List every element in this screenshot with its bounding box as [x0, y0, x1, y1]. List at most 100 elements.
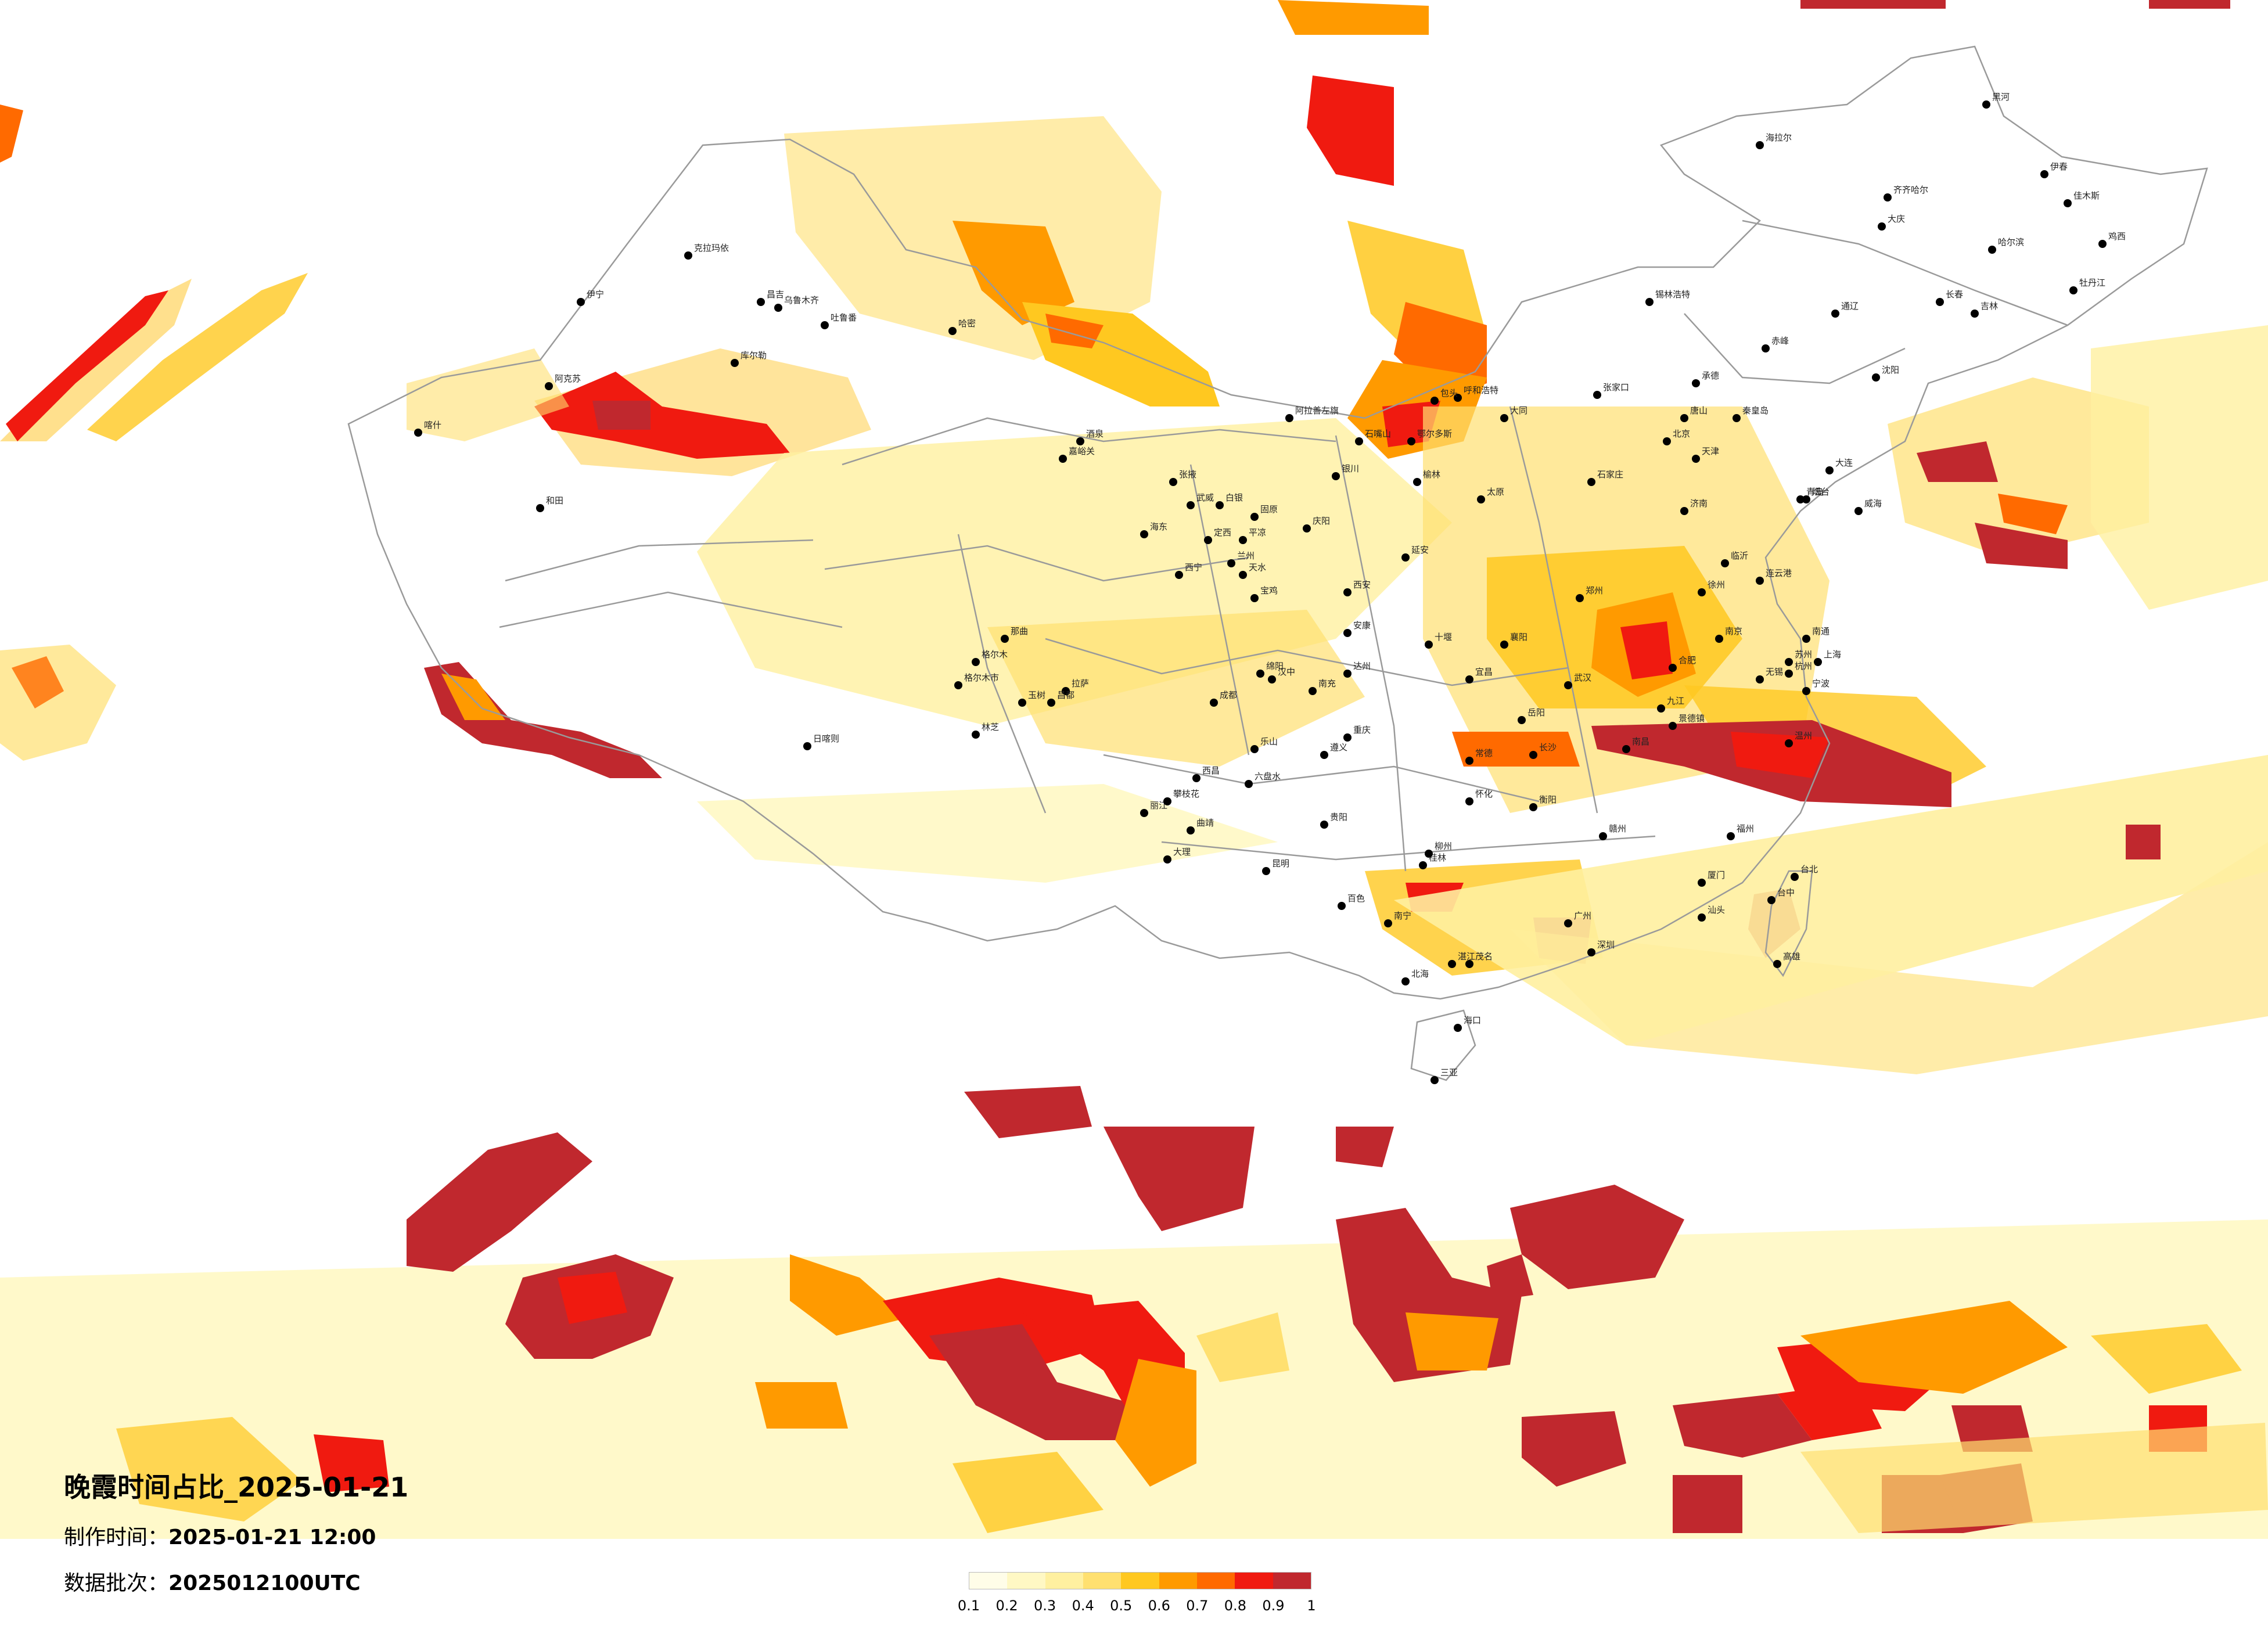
city-dot	[1802, 635, 1810, 643]
data-batch-value: 2025012100UTC	[168, 1571, 361, 1595]
city-dot	[1419, 861, 1427, 869]
taiwan-outline	[1764, 870, 1813, 977]
city-dot	[1791, 873, 1799, 881]
legend-color-bar	[969, 1572, 1311, 1589]
city-dot	[1721, 559, 1729, 567]
city-dot	[2064, 199, 2072, 207]
data-batch: 数据批次：2025012100UTC	[64, 1566, 361, 1596]
city-label: 库尔勒	[741, 350, 767, 361]
city-label: 海口	[1464, 1015, 1481, 1026]
province-boundaries	[347, 45, 2208, 1081]
city-label: 南充	[1318, 678, 1336, 689]
city-dot	[1343, 733, 1352, 742]
city-dot	[1250, 513, 1259, 521]
heat-blob	[953, 1452, 1104, 1533]
province-line	[1684, 313, 1906, 384]
city-label: 太原	[1487, 487, 1504, 497]
city-label: 海拉尔	[1766, 132, 1792, 143]
legend-swatch	[1083, 1573, 1122, 1589]
legend-tick-label: 0.6	[1148, 1598, 1170, 1614]
heat-blob	[929, 1324, 1138, 1440]
heat-blob	[1800, 1301, 2068, 1394]
city-label: 锡林浩特	[1655, 289, 1690, 300]
city-dot	[577, 298, 585, 306]
heat-blob	[1406, 1312, 1498, 1370]
city-dot	[1285, 414, 1293, 422]
city-label: 烟台	[1812, 487, 1830, 497]
heat-blob	[2091, 325, 2268, 610]
city-label: 攀枝花	[1173, 789, 1199, 799]
city-label: 临沂	[1731, 551, 1748, 561]
city-dot	[1425, 641, 1433, 649]
city-label: 玉树	[1028, 690, 1045, 700]
city-dot	[1698, 588, 1706, 596]
city-dot	[1320, 821, 1328, 829]
city-dot	[1239, 571, 1247, 579]
sunset-ratio-heat-layer	[0, 0, 2268, 1539]
city-label: 乐山	[1260, 736, 1278, 747]
city-dot	[1767, 896, 1775, 904]
map-title: 晚霞时间占比_2025-01-21	[64, 1472, 409, 1503]
province-line	[1509, 406, 1598, 814]
heat-blob	[790, 1254, 906, 1336]
city-label: 昌都	[1057, 690, 1074, 700]
province-line	[1742, 220, 2068, 326]
city-dot	[1680, 507, 1688, 515]
city-label: 贵阳	[1330, 812, 1347, 822]
city-dot	[1169, 478, 1177, 486]
legend-swatch	[1273, 1573, 1311, 1589]
city-label: 连云港	[1766, 568, 1792, 578]
heat-blob	[1673, 1394, 1812, 1458]
city-label: 杭州	[1795, 661, 1812, 671]
city-label: 九江	[1667, 696, 1684, 706]
city-label: 北海	[1411, 969, 1429, 979]
city-label: 西安	[1353, 580, 1371, 590]
city-dot	[1733, 414, 1741, 422]
city-label: 大庆	[1888, 214, 1905, 224]
city-dot	[954, 681, 962, 689]
legend-ticks: 0.1 0.2 0.3 0.4 0.5 0.6 0.7 0.8 0.9 1	[958, 1598, 1316, 1615]
heat-blob	[1336, 1127, 1394, 1167]
city-label: 北京	[1673, 429, 1690, 439]
city-label: 汉中	[1278, 667, 1295, 677]
city-label: 柳州	[1435, 841, 1452, 851]
city-dot	[1430, 397, 1439, 405]
city-label: 绵阳	[1266, 661, 1284, 671]
city-label: 宁波	[1812, 678, 1830, 689]
legend-tick-label: 0.9	[1262, 1598, 1285, 1614]
city-label: 格尔木	[982, 649, 1008, 660]
city-dot	[1303, 524, 1311, 533]
city-dot	[1785, 739, 1793, 747]
city-label: 大理	[1173, 847, 1191, 857]
city-dot	[1529, 751, 1537, 759]
city-dot	[1831, 310, 1839, 318]
city-label: 长沙	[1539, 742, 1557, 753]
city-label: 通辽	[1841, 301, 1859, 311]
city-label: 威海	[1864, 498, 1882, 509]
heat-blob	[1620, 621, 1673, 679]
city-label: 天水	[1249, 562, 1266, 573]
city-dot	[1663, 437, 1671, 445]
city-label: 广州	[1574, 911, 1591, 921]
city-label: 阿拉善左旗	[1295, 405, 1339, 416]
city-label: 哈密	[958, 318, 976, 329]
city-label: 南京	[1725, 626, 1742, 636]
city-label: 南通	[1812, 626, 1830, 636]
city-label: 济南	[1690, 498, 1708, 509]
city-label: 伊宁	[587, 289, 604, 300]
city-label: 三亚	[1440, 1067, 1458, 1078]
city-dot	[1854, 507, 1863, 515]
city-dot	[1250, 594, 1259, 602]
city-dot	[684, 251, 692, 260]
city-label: 拉萨	[1072, 678, 1089, 689]
heat-blob	[953, 221, 1074, 325]
city-dot	[1163, 855, 1171, 864]
city-label: 大连	[1835, 458, 1853, 468]
city-label: 张家口	[1603, 382, 1629, 393]
city-label: 深圳	[1597, 940, 1615, 950]
city-dot	[1425, 850, 1433, 858]
heat-blob	[1800, 0, 1946, 9]
city-label: 天津	[1702, 446, 1719, 456]
heat-blob	[534, 372, 790, 459]
heat-blob	[558, 1272, 627, 1324]
